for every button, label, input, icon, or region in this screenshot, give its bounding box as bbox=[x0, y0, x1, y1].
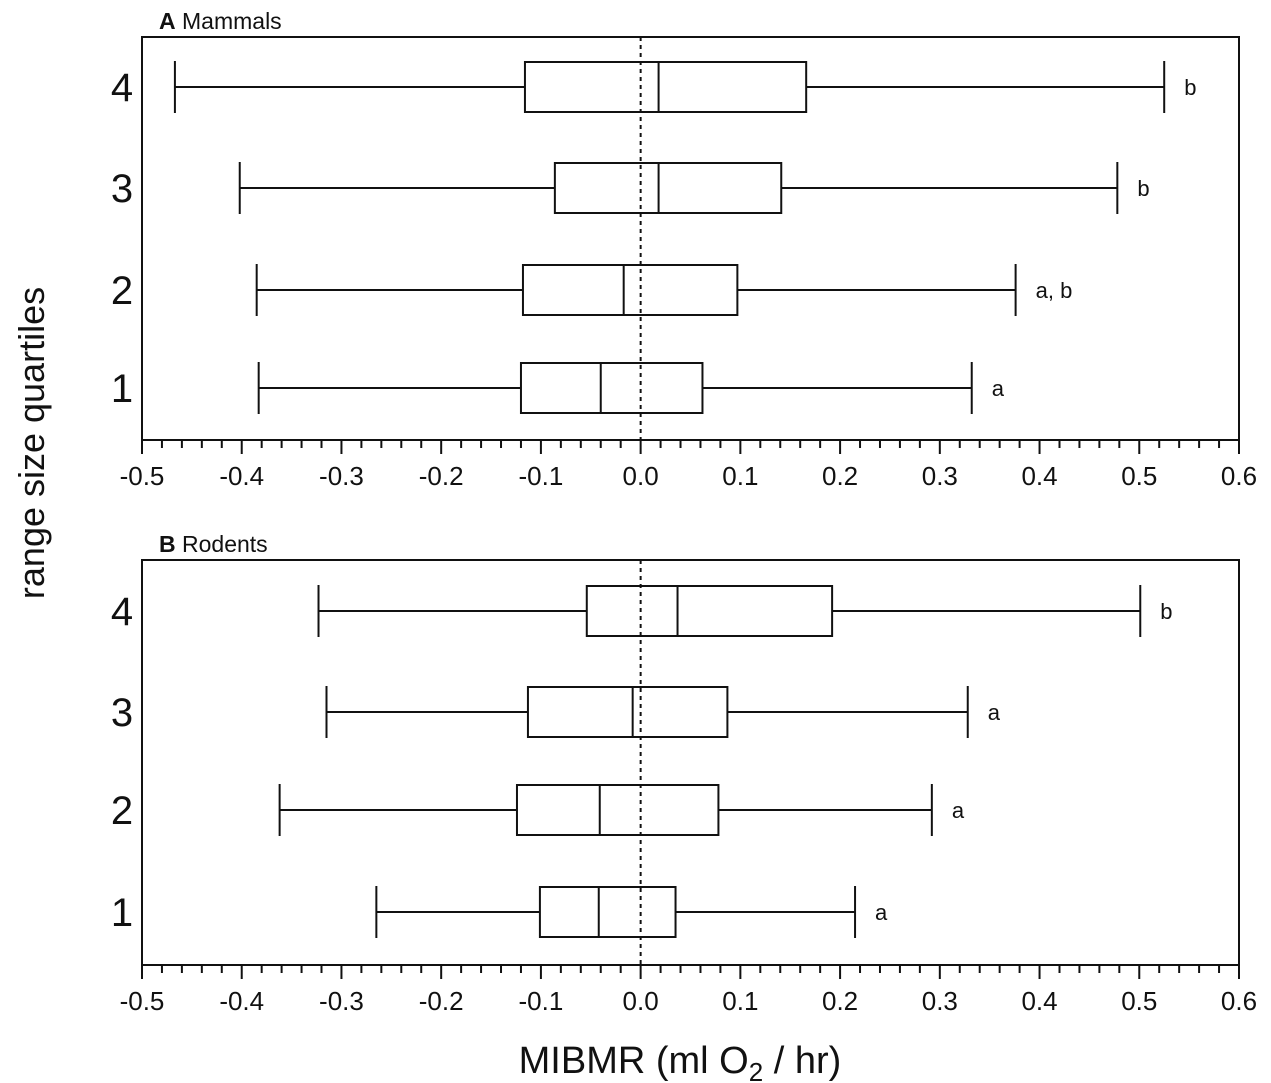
box-quartile-2: a bbox=[278, 784, 965, 836]
interquartile-box bbox=[553, 162, 783, 214]
y-axis-label: range size quartiles bbox=[11, 287, 52, 599]
x-tick-label: -0.5 bbox=[120, 461, 165, 491]
interquartile-box bbox=[515, 784, 720, 836]
interquartile-box bbox=[526, 686, 729, 738]
x-tick-label: 0.1 bbox=[722, 986, 758, 1016]
x-tick-label: 0.3 bbox=[922, 986, 958, 1016]
x-tick-label: 0.4 bbox=[1021, 986, 1057, 1016]
panel-name: Mammals bbox=[176, 8, 282, 34]
x-tick-label: -0.2 bbox=[419, 461, 464, 491]
panel-letter: B bbox=[159, 531, 176, 557]
panel-letter: A bbox=[159, 8, 176, 34]
x-axis-label: MIBMR (ml O2 / hr) bbox=[519, 1040, 842, 1083]
x-tick-label: -0.1 bbox=[519, 986, 564, 1016]
x-tick-label: 0.3 bbox=[922, 461, 958, 491]
x-tick-label: -0.4 bbox=[219, 461, 264, 491]
plot-frame bbox=[141, 36, 1240, 441]
box-quartile-4: b bbox=[173, 61, 1196, 113]
x-tick-label: -0.4 bbox=[219, 986, 264, 1016]
significance-group-label: a bbox=[875, 900, 888, 925]
interquartile-box bbox=[585, 585, 834, 637]
y-category-label: 3 bbox=[111, 167, 133, 211]
box-quartile-1: a bbox=[257, 362, 1005, 414]
x-tick-label: 0.5 bbox=[1121, 986, 1157, 1016]
y-category-label: 1 bbox=[111, 367, 133, 411]
x-tick-label: -0.5 bbox=[120, 986, 165, 1016]
x-tick-label: 0.4 bbox=[1021, 461, 1057, 491]
x-tick-label: 0.5 bbox=[1121, 461, 1157, 491]
interquartile-box bbox=[519, 362, 704, 414]
panel-a-mammals: A Mammals -0.5 -0.4 -0.3 -0.2 -0.1 0.0 0.1 0.2 0.… bbox=[111, 8, 1257, 491]
y-category-label: 2 bbox=[111, 789, 133, 833]
box-quartile-1: a bbox=[375, 886, 888, 938]
x-tick-label: 0.0 bbox=[623, 461, 659, 491]
panel-title: A Mammals bbox=[159, 8, 282, 34]
significance-group-label: b bbox=[1160, 599, 1172, 624]
x-tick-label: 0.6 bbox=[1221, 461, 1257, 491]
panel-title: B Rodents bbox=[159, 531, 268, 557]
y-category-label: 3 bbox=[111, 691, 133, 735]
y-category-label: 2 bbox=[111, 269, 133, 313]
significance-group-label: a bbox=[952, 798, 965, 823]
x-tick-label: 0.2 bbox=[822, 986, 858, 1016]
interquartile-box bbox=[538, 886, 677, 938]
significance-group-label: b bbox=[1184, 75, 1196, 100]
x-tick-label: -0.2 bbox=[419, 986, 464, 1016]
box-quartile-4: b bbox=[317, 585, 1173, 637]
significance-group-label: b bbox=[1137, 176, 1149, 201]
x-tick-label: 0.1 bbox=[722, 461, 758, 491]
x-tick-label: 0.0 bbox=[623, 986, 659, 1016]
plot-frame bbox=[141, 559, 1240, 966]
y-category-label: 4 bbox=[111, 66, 133, 110]
x-tick-label: -0.3 bbox=[319, 461, 364, 491]
panel-name: Rodents bbox=[176, 531, 268, 557]
box-quartile-3: b bbox=[238, 162, 1150, 214]
y-category-label: 4 bbox=[111, 590, 133, 634]
interquartile-box bbox=[523, 61, 808, 113]
significance-group-label: a, b bbox=[1036, 278, 1073, 303]
x-tick-label: -0.3 bbox=[319, 986, 364, 1016]
x-tick-label: 0.6 bbox=[1221, 986, 1257, 1016]
x-tick-label: -0.1 bbox=[519, 461, 564, 491]
interquartile-box bbox=[521, 264, 739, 316]
box-quartile-3: a bbox=[325, 686, 1001, 738]
significance-group-label: a bbox=[988, 700, 1001, 725]
panel-b-rodents: B Rodents -0.5 -0.4 -0.3 -0.2 -0.1 0.0 0.1 0.2 0.… bbox=[111, 531, 1257, 1016]
box-quartile-2: a, b bbox=[255, 264, 1073, 316]
x-tick-label: 0.2 bbox=[822, 461, 858, 491]
y-category-label: 1 bbox=[111, 891, 133, 935]
significance-group-label: a bbox=[992, 376, 1005, 401]
